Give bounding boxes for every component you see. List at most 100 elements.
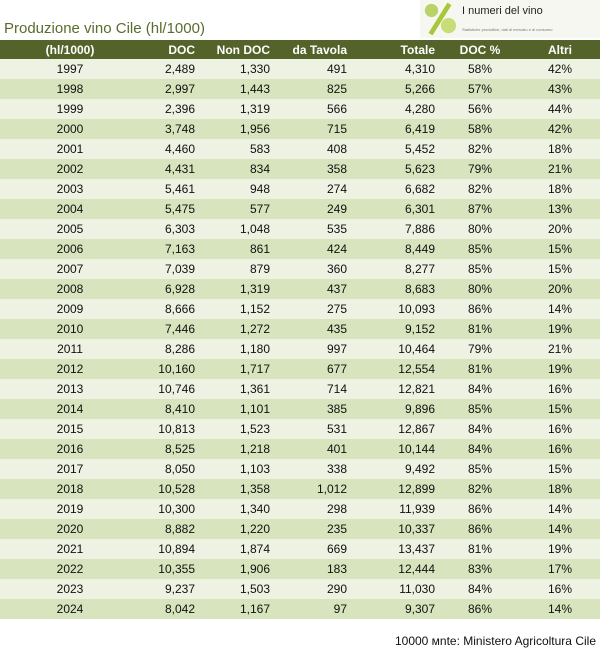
table-cell: 401 (275, 439, 355, 459)
table-cell: 1,330 (200, 59, 275, 79)
table-cell: 80% (440, 219, 520, 239)
table-cell: 1,103 (200, 459, 275, 479)
table-cell: 12,554 (355, 359, 440, 379)
table-cell: 10,894 (140, 539, 200, 559)
table-cell: 13,437 (355, 539, 440, 559)
table-cell: 6,682 (355, 179, 440, 199)
table-cell: 82% (440, 479, 520, 499)
table-cell: 2008 (0, 279, 140, 299)
table-row: 1997 2,489 1,330 491 4,310 58% 42% (0, 59, 600, 79)
table-cell: 84% (440, 579, 520, 599)
production-table: (hl/1000) DOC Non DOC da Tavola Totale DOC % A… (0, 40, 600, 619)
table-row: 2021 10,894 1,874 669 13,437 81% 19% (0, 539, 600, 559)
page-title: Produzione vino Cile (hl/1000) (4, 20, 205, 37)
table-cell: 10,464 (355, 339, 440, 359)
table-cell: 997 (275, 339, 355, 359)
table-row: 2009 8,666 1,152 275 10,093 86% 14% (0, 299, 600, 319)
table-cell: 2012 (0, 359, 140, 379)
table-cell: 2013 (0, 379, 140, 399)
table-cell: 1,180 (200, 339, 275, 359)
table-cell: 8,286 (140, 339, 200, 359)
table-cell: 1,220 (200, 519, 275, 539)
table-cell: 86% (440, 599, 520, 619)
table-cell: 9,152 (355, 319, 440, 339)
table-cell: 437 (275, 279, 355, 299)
table-cell: 861 (200, 239, 275, 259)
table-cell: 84% (440, 419, 520, 439)
table-row: 2010 7,446 1,272 435 9,152 81% 19% (0, 319, 600, 339)
table-row: 2022 10,355 1,906 183 12,444 83% 17% (0, 559, 600, 579)
table-cell: 1,218 (200, 439, 275, 459)
table-cell: 358 (275, 159, 355, 179)
table-cell: 948 (200, 179, 275, 199)
table-row: 2019 10,300 1,340 298 11,939 86% 14% (0, 499, 600, 519)
table-cell: 7,039 (140, 259, 200, 279)
table-cell: 10,813 (140, 419, 200, 439)
table-cell: 8,666 (140, 299, 200, 319)
table-row: 2014 8,410 1,101 385 9,896 85% 15% (0, 399, 600, 419)
table-cell: 18% (520, 139, 600, 159)
table-row: 2006 7,163 861 424 8,449 85% 15% (0, 239, 600, 259)
table-row: 2013 10,746 1,361 714 12,821 84% 16% (0, 379, 600, 399)
table-cell: 9,237 (140, 579, 200, 599)
table-cell: 2018 (0, 479, 140, 499)
table-row: 1999 2,396 1,319 566 4,280 56% 44% (0, 99, 600, 119)
table-cell: 10,160 (140, 359, 200, 379)
table-row: 2002 4,431 834 358 5,623 79% 21% (0, 159, 600, 179)
table-cell: 14% (520, 599, 600, 619)
table-row: 2017 8,050 1,103 338 9,492 85% 15% (0, 459, 600, 479)
table-cell: 2014 (0, 399, 140, 419)
table-cell: 86% (440, 299, 520, 319)
column-header: DOC (140, 40, 200, 59)
table-cell: 8,882 (140, 519, 200, 539)
table-cell: 19% (520, 359, 600, 379)
table-cell: 82% (440, 139, 520, 159)
table-cell: 6,419 (355, 119, 440, 139)
table-cell: 20% (520, 279, 600, 299)
table-cell: 85% (440, 259, 520, 279)
table-cell: 2016 (0, 439, 140, 459)
table-cell: 15% (520, 459, 600, 479)
table-cell: 10,093 (355, 299, 440, 319)
table-cell: 8,525 (140, 439, 200, 459)
table-cell: 2020 (0, 519, 140, 539)
table-cell: 8,042 (140, 599, 200, 619)
table-cell: 10,746 (140, 379, 200, 399)
table-cell: 9,307 (355, 599, 440, 619)
table-cell: 1,717 (200, 359, 275, 379)
table-cell: 535 (275, 219, 355, 239)
table-cell: 2,489 (140, 59, 200, 79)
table-cell: 1,361 (200, 379, 275, 399)
table-cell: 12,444 (355, 559, 440, 579)
table-cell: 4,431 (140, 159, 200, 179)
table-cell: 298 (275, 499, 355, 519)
table-cell: 385 (275, 399, 355, 419)
table-cell: 275 (275, 299, 355, 319)
column-header: (hl/1000) (0, 40, 140, 59)
table-cell: 57% (440, 79, 520, 99)
table-cell: 1997 (0, 59, 140, 79)
table-cell: 18% (520, 479, 600, 499)
table-cell: 1,272 (200, 319, 275, 339)
table-cell: 360 (275, 259, 355, 279)
grape-percent-icon (424, 2, 457, 36)
table-cell: 2002 (0, 159, 140, 179)
table-row: 2003 5,461 948 274 6,682 82% 18% (0, 179, 600, 199)
table-cell: 1,503 (200, 579, 275, 599)
table-cell: 12,821 (355, 379, 440, 399)
table-cell: 1,319 (200, 279, 275, 299)
table-cell: 17% (520, 559, 600, 579)
table-cell: 2006 (0, 239, 140, 259)
table-cell: 1,906 (200, 559, 275, 579)
table-cell: 235 (275, 519, 355, 539)
table-cell: 15% (520, 399, 600, 419)
table-cell: 2021 (0, 539, 140, 559)
table-cell: 5,452 (355, 139, 440, 159)
table-cell: 10,528 (140, 479, 200, 499)
table-cell: 9,896 (355, 399, 440, 419)
table-row: 2024 8,042 1,167 97 9,307 86% 14% (0, 599, 600, 619)
table-cell: 12,867 (355, 419, 440, 439)
table-cell: 583 (200, 139, 275, 159)
table-cell: 2022 (0, 559, 140, 579)
table-cell: 2001 (0, 139, 140, 159)
